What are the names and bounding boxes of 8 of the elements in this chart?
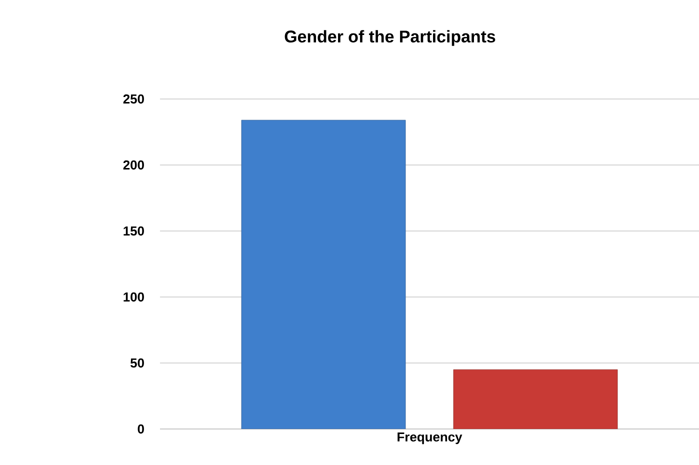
y-tick-label: 50 — [130, 358, 144, 368]
y-tick-label: 250 — [123, 94, 144, 104]
y-tick-label: 150 — [124, 226, 144, 236]
x-tick-label: Frequency — [398, 432, 462, 444]
y-tick-label: 0 — [138, 424, 144, 434]
y-tick-label: 100 — [124, 292, 144, 302]
chart-title: Gender of the Participants — [284, 30, 496, 46]
y-tick-label: 200 — [123, 160, 144, 170]
